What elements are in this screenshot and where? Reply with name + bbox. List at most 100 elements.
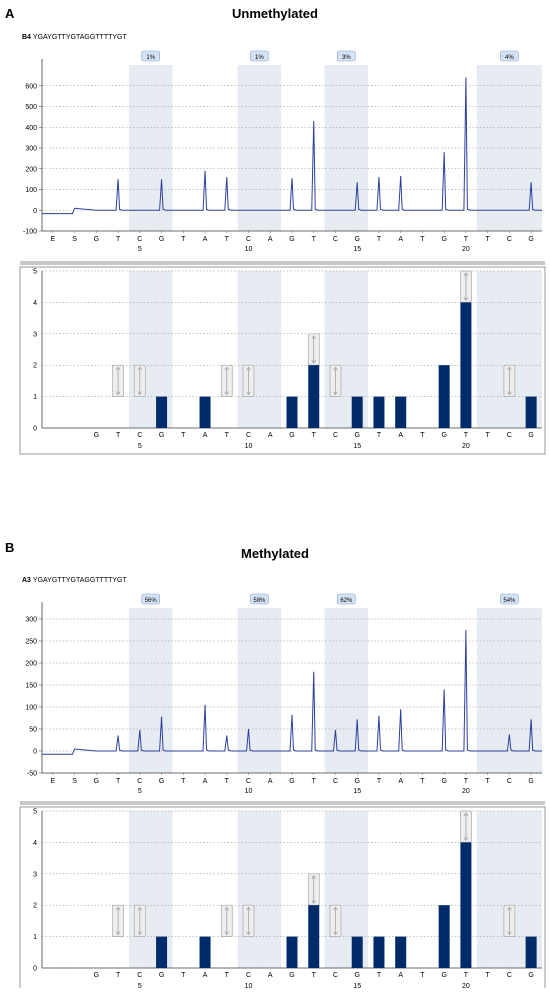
- variable-range-arrowhead: [311, 335, 317, 339]
- histogram-bar: [199, 936, 211, 968]
- dispensation-letter: G: [289, 778, 294, 785]
- dispensation-letter: G: [441, 236, 446, 243]
- dispensation-letter: G: [354, 236, 359, 243]
- histogram-letter: T: [181, 432, 186, 439]
- dispensation-letter: C: [333, 778, 338, 785]
- panel-a-letter: A: [5, 6, 15, 21]
- variable-range-arrowhead: [507, 391, 512, 396]
- cpg-shade: [476, 608, 542, 773]
- dispensation-letter: C: [137, 778, 142, 785]
- histogram-bar: [308, 365, 320, 428]
- dispensation-letter: C: [507, 778, 512, 785]
- histogram-letter: G: [528, 432, 533, 439]
- histogram-number: 20: [462, 443, 470, 450]
- y-tick-label: 100: [25, 705, 37, 712]
- histogram-letter: T: [464, 972, 469, 979]
- variable-range-arrowhead: [246, 906, 251, 911]
- dispensation-letter: E: [51, 778, 56, 785]
- cpg-shade: [237, 271, 282, 428]
- dispensation-letter: E: [51, 236, 56, 243]
- dispensation-number: 20: [462, 788, 470, 795]
- histogram-letter: G: [528, 972, 533, 979]
- variable-range-arrowhead: [463, 812, 469, 817]
- methylation-label: 1%: [255, 55, 264, 61]
- methylation-label: 4%: [505, 55, 514, 61]
- y-tick-label: -100: [23, 229, 37, 236]
- histogram-number: 15: [353, 983, 361, 988]
- histogram-letter: G: [159, 972, 164, 979]
- cpg-shade: [237, 811, 282, 968]
- panel-b-letter: B: [5, 540, 15, 555]
- variable-range-arrowhead: [246, 931, 251, 936]
- dispensation-letter: T: [464, 778, 469, 785]
- dispensation-letter: T: [486, 236, 491, 243]
- dispensation-letter: A: [398, 778, 403, 785]
- histogram-letter: G: [441, 432, 446, 439]
- dispensation-letter: A: [268, 236, 273, 243]
- variable-range-arrowhead: [137, 931, 143, 936]
- variable-range-arrowhead: [507, 906, 512, 911]
- methylation-badge: [337, 50, 356, 62]
- variable-range-arrowhead: [137, 391, 143, 396]
- histogram-bar: [395, 936, 407, 968]
- y-tick-label: 3: [33, 871, 37, 878]
- histogram-letter: G: [441, 972, 446, 979]
- histogram-letter: C: [246, 432, 251, 439]
- histogram-letter: T: [377, 432, 382, 439]
- dispensation-number: 20: [462, 246, 470, 253]
- dispensation-number: 15: [353, 246, 361, 253]
- dispensation-letter: G: [528, 236, 533, 243]
- histogram-letter: G: [354, 972, 359, 979]
- dispensation-number: 5: [138, 788, 142, 795]
- histogram-letter: T: [377, 972, 382, 979]
- dispensation-letter: T: [116, 778, 121, 785]
- histogram-letter: G: [94, 972, 99, 979]
- y-tick-label: 50: [29, 727, 37, 734]
- variable-range-arrowhead: [224, 366, 230, 371]
- methylation-label: 56%: [145, 598, 158, 604]
- dispensation-letter: A: [398, 236, 403, 243]
- y-tick-label: 2: [33, 363, 37, 370]
- variable-range-arrowhead: [115, 931, 121, 936]
- dispensation-letter: T: [486, 778, 491, 785]
- variable-range-arrowhead: [311, 360, 317, 364]
- variable-range-arrowhead: [137, 366, 143, 371]
- dispensation-number: 10: [245, 246, 253, 253]
- sample-header: A3 YGAYGTTYGTAGGTTTTYGT: [22, 577, 127, 584]
- methylation-badge: [500, 50, 519, 62]
- histogram-bar: [156, 936, 168, 968]
- methylation-label: 62%: [340, 598, 353, 604]
- variable-range-arrowhead: [246, 366, 251, 371]
- cpg-shade: [324, 608, 369, 773]
- y-tick-label: 3: [33, 331, 37, 338]
- dispensation-letter: T: [225, 236, 230, 243]
- histogram-letter: A: [268, 972, 273, 979]
- variable-range-arrowhead: [115, 391, 121, 396]
- histogram-bar: [286, 936, 298, 968]
- variable-range-arrowhead: [333, 391, 338, 396]
- dispensation-letter: T: [312, 778, 317, 785]
- histogram-letter: A: [398, 432, 403, 439]
- y-tick-label: -50: [27, 771, 37, 778]
- variable-range-arrowhead: [246, 391, 251, 396]
- histogram-letter: A: [203, 432, 208, 439]
- histogram-letter: C: [333, 972, 338, 979]
- histogram-bar: [438, 905, 450, 968]
- histogram-letter: C: [507, 972, 512, 979]
- dispensation-letter: G: [354, 778, 359, 785]
- dispensation-letter: C: [137, 236, 142, 243]
- histogram-letter: T: [464, 432, 469, 439]
- histogram-number: 5: [138, 443, 142, 450]
- histogram-letter: A: [268, 432, 273, 439]
- variable-range-arrowhead: [507, 931, 512, 936]
- histogram-letter: C: [246, 972, 251, 979]
- histogram-letter: T: [116, 432, 121, 439]
- y-tick-label: 250: [25, 639, 37, 646]
- dispensation-letter: A: [203, 236, 208, 243]
- y-tick-label: 150: [25, 683, 37, 690]
- histogram-number: 5: [138, 983, 142, 988]
- dispensation-letter: T: [312, 236, 317, 243]
- pyrogram-trace: [42, 77, 542, 215]
- variable-range-arrowhead: [115, 366, 121, 371]
- dispensation-letter: G: [159, 778, 164, 785]
